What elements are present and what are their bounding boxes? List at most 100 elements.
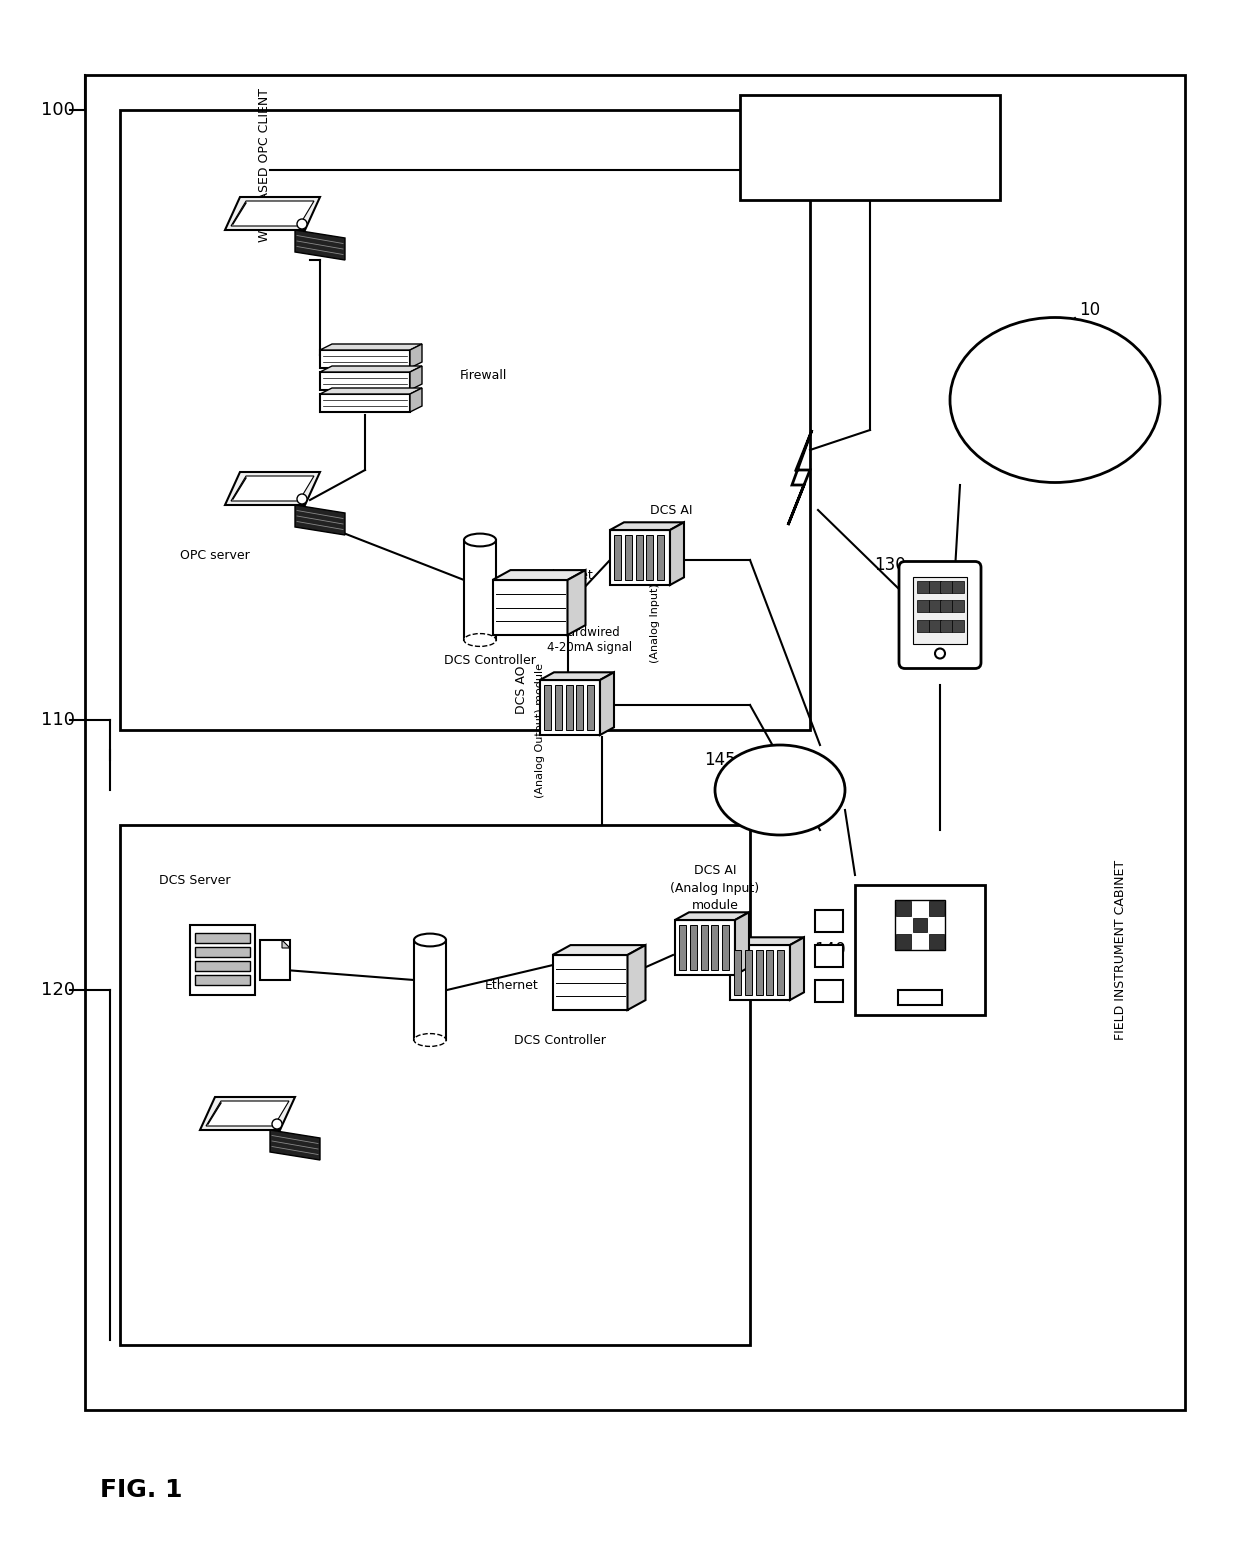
Polygon shape — [224, 197, 320, 230]
Polygon shape — [730, 945, 790, 1000]
Bar — [554, 686, 562, 730]
Bar — [320, 371, 410, 390]
Circle shape — [298, 219, 308, 230]
Text: 100: 100 — [41, 102, 74, 119]
Polygon shape — [600, 672, 614, 735]
Polygon shape — [295, 230, 345, 260]
Polygon shape — [675, 912, 749, 920]
Bar — [565, 686, 573, 730]
Bar — [898, 989, 942, 1005]
Ellipse shape — [414, 1034, 446, 1046]
Bar — [740, 96, 999, 200]
Bar — [913, 576, 967, 644]
Bar — [929, 901, 944, 915]
Polygon shape — [320, 344, 422, 350]
Text: module: module — [692, 898, 739, 911]
Bar — [712, 925, 718, 969]
Polygon shape — [410, 388, 422, 411]
Polygon shape — [568, 570, 585, 635]
Bar — [320, 350, 410, 368]
Text: DCS Controller: DCS Controller — [444, 653, 536, 667]
Polygon shape — [410, 344, 422, 368]
Bar — [940, 599, 952, 612]
Polygon shape — [627, 945, 646, 1009]
Bar — [777, 949, 784, 995]
Text: Ethernet: Ethernet — [485, 979, 538, 991]
Ellipse shape — [950, 317, 1159, 482]
Polygon shape — [320, 388, 422, 394]
Bar — [195, 932, 250, 943]
Bar — [940, 619, 952, 632]
Bar — [951, 581, 963, 592]
Bar — [260, 940, 290, 980]
Polygon shape — [492, 570, 585, 579]
Bar — [625, 535, 632, 579]
Circle shape — [298, 495, 308, 504]
Text: 10: 10 — [1080, 300, 1101, 319]
Ellipse shape — [715, 744, 844, 835]
Circle shape — [935, 649, 945, 658]
Bar — [913, 918, 928, 932]
Bar — [701, 925, 708, 969]
Text: Temperature:50deg.C: Temperature:50deg.C — [997, 353, 1123, 398]
Text: DCS Controller: DCS Controller — [515, 1034, 606, 1046]
Bar — [815, 945, 843, 968]
Bar — [918, 599, 929, 612]
Bar — [195, 948, 250, 957]
Text: Ethernet: Ethernet — [539, 569, 594, 581]
Polygon shape — [539, 680, 600, 735]
Text: (Analog Output) module: (Analog Output) module — [534, 663, 546, 798]
Bar — [929, 599, 940, 612]
Bar — [918, 619, 929, 632]
Bar — [689, 925, 697, 969]
Bar — [918, 581, 929, 592]
Bar — [190, 925, 255, 995]
Polygon shape — [553, 955, 627, 1009]
Polygon shape — [200, 1097, 295, 1130]
Bar — [120, 824, 750, 1345]
Bar — [120, 109, 810, 730]
Text: 110: 110 — [41, 710, 74, 729]
Bar — [815, 911, 843, 932]
Bar — [951, 599, 963, 612]
Polygon shape — [224, 472, 320, 505]
Text: DCS AI: DCS AI — [693, 863, 737, 877]
Polygon shape — [492, 579, 568, 635]
Text: DCS AO: DCS AO — [515, 666, 528, 713]
Bar — [464, 539, 496, 640]
Polygon shape — [787, 430, 812, 525]
Bar — [897, 901, 910, 915]
Polygon shape — [410, 367, 422, 390]
Text: 120: 120 — [41, 982, 76, 999]
Bar — [646, 535, 653, 579]
Text: FIG. 1: FIG. 1 — [100, 1478, 182, 1502]
Polygon shape — [790, 937, 804, 1000]
Text: DCS Server: DCS Server — [159, 874, 231, 886]
Bar — [544, 686, 551, 730]
Bar — [929, 619, 940, 632]
Bar — [614, 535, 621, 579]
Bar — [766, 949, 774, 995]
Polygon shape — [610, 530, 670, 586]
Bar — [929, 581, 940, 592]
Bar — [815, 980, 843, 1002]
Bar — [951, 619, 963, 632]
Bar — [722, 925, 729, 969]
Bar — [195, 962, 250, 971]
Text: FIELD INSTRUMENT CABINET: FIELD INSTRUMENT CABINET — [1114, 860, 1126, 1040]
Text: 3G OR LTE COMMUNICATION
SERVICE PROVIDER: 3G OR LTE COMMUNICATION SERVICE PROVIDER — [771, 134, 968, 162]
Bar — [320, 394, 410, 411]
Bar — [588, 686, 594, 730]
Ellipse shape — [464, 633, 496, 646]
Bar — [577, 686, 583, 730]
Polygon shape — [270, 1130, 320, 1160]
Polygon shape — [281, 940, 290, 948]
Polygon shape — [553, 945, 646, 955]
Bar — [897, 934, 910, 949]
Polygon shape — [231, 200, 314, 227]
Bar — [414, 940, 446, 1040]
Text: 145: 145 — [704, 750, 735, 769]
Bar — [680, 925, 686, 969]
Polygon shape — [670, 522, 684, 586]
Text: (Analog Input) module: (Analog Input) module — [650, 538, 660, 663]
